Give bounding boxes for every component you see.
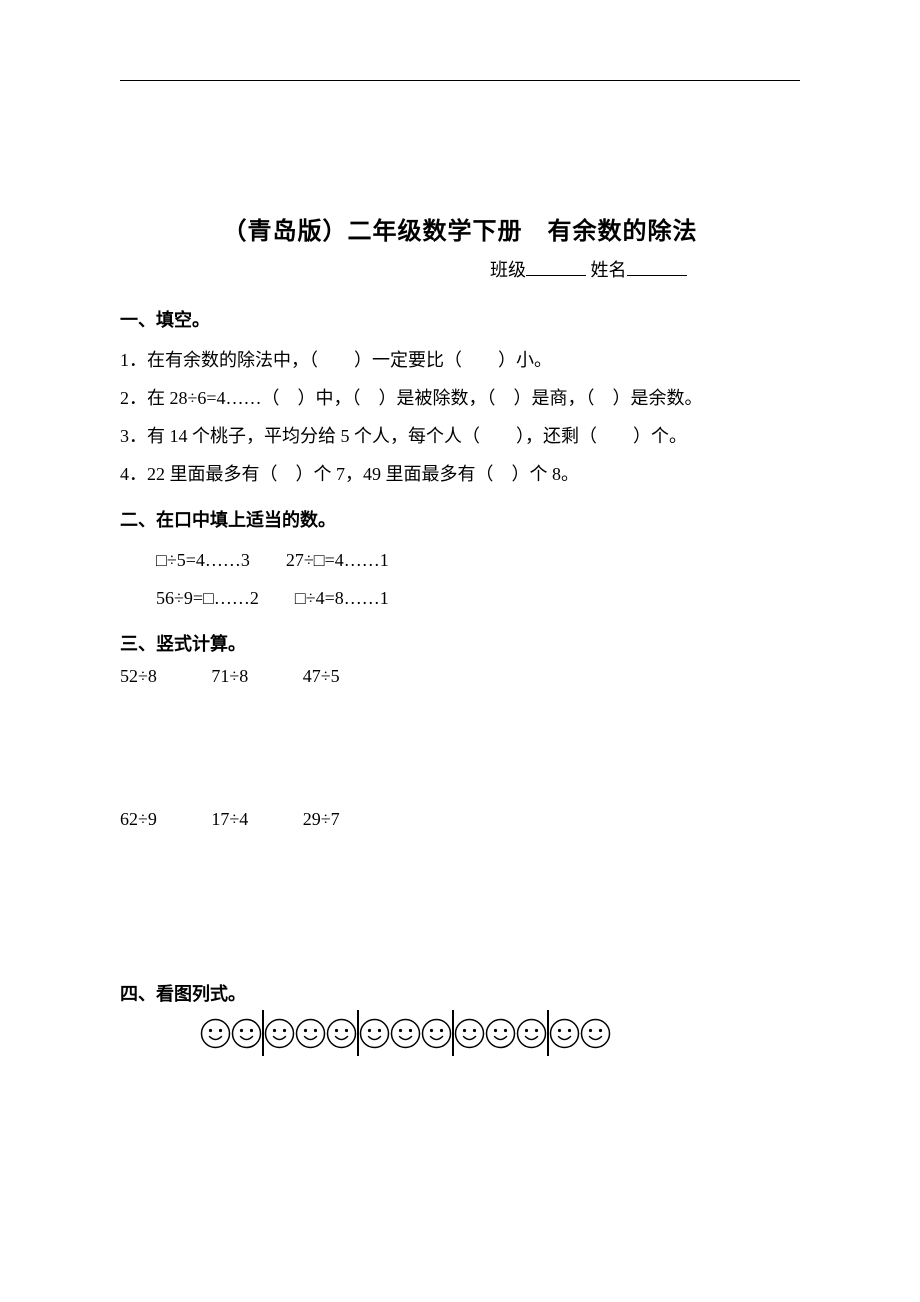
s1-line4: 4．22 里面最多有（ ）个 7，49 里面最多有（ ）个 8。 — [120, 456, 800, 492]
s3-r2-c3: 29÷7 — [303, 809, 340, 830]
section-3-head: 三、竖式计算。 — [120, 630, 800, 656]
smiley-icon — [231, 1018, 262, 1049]
smiley-icon — [359, 1018, 390, 1049]
section-4-head: 四、看图列式。 — [120, 980, 800, 1006]
smiley-icon — [454, 1018, 485, 1049]
s2-line2: 56÷9=□……2 □÷4=8……1 — [120, 580, 800, 616]
calc-workspace-2 — [120, 836, 800, 966]
smiley-icon — [549, 1018, 580, 1049]
name-blank — [627, 257, 687, 276]
class-label: 班级 — [490, 260, 526, 280]
smiley-icon — [580, 1018, 611, 1049]
section-2-head: 二、在口中填上适当的数。 — [120, 506, 800, 532]
s3-r1-c1: 52÷8 — [120, 666, 157, 687]
smiley-icon — [485, 1018, 516, 1049]
smiley-figure — [200, 1010, 800, 1056]
smiley-icon — [200, 1018, 231, 1049]
s3-row2: 62÷9 17÷4 29÷7 — [120, 809, 800, 830]
smiley-icon — [390, 1018, 421, 1049]
s1-line1: 1．在有余数的除法中，（ ）一定要比（ ）小。 — [120, 342, 800, 378]
s1-line2: 2．在 28÷6=4……（ ）中，（ ）是被除数，（ ）是商，（ ）是余数。 — [120, 380, 800, 416]
smiley-icon — [295, 1018, 326, 1049]
s1-line3: 3．有 14 个桃子，平均分给 5 个人，每个人（ ），还剩（ ）个。 — [120, 418, 800, 454]
s3-r2-c1: 62÷9 — [120, 809, 157, 830]
section-1-head: 一、填空。 — [120, 306, 800, 332]
s2-line1: □÷5=4……3 27÷□=4……1 — [120, 542, 800, 578]
s3-row1: 52÷8 71÷8 47÷5 — [120, 666, 800, 687]
smiley-icon — [264, 1018, 295, 1049]
page: （青岛版）二年级数学下册 有余数的除法 班级 姓名 一、填空。 1．在有余数的除… — [0, 0, 920, 1302]
s3-r1-c3: 47÷5 — [303, 666, 340, 687]
s3-r2-c2: 17÷4 — [211, 809, 248, 830]
meta-line: 班级 姓名 — [120, 256, 800, 282]
smiley-icon — [326, 1018, 357, 1049]
smiley-icon — [516, 1018, 547, 1049]
doc-title: （青岛版）二年级数学下册 有余数的除法 — [120, 211, 800, 246]
class-blank — [526, 257, 586, 276]
smiley-icon — [421, 1018, 452, 1049]
name-label: 姓名 — [591, 260, 627, 280]
top-rule — [120, 80, 800, 81]
calc-workspace-1 — [120, 693, 800, 803]
s3-r1-c2: 71÷8 — [211, 666, 248, 687]
